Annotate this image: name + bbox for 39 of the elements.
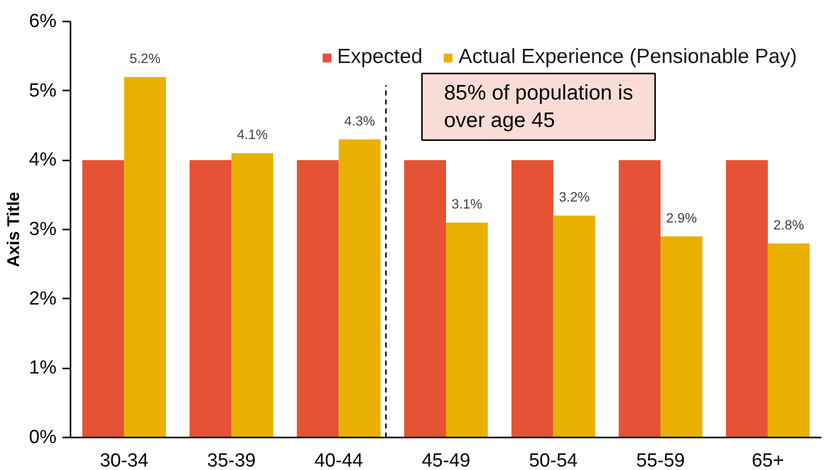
x-tick-label: 50-54 bbox=[528, 450, 578, 470]
bar bbox=[338, 139, 381, 438]
x-tick-label: 65+ bbox=[752, 450, 784, 470]
x-tick-label: 40-44 bbox=[314, 450, 364, 470]
bar bbox=[190, 160, 232, 438]
legend-label: Expected bbox=[337, 45, 423, 69]
bar bbox=[660, 236, 702, 438]
y-tick-label: 4% bbox=[29, 150, 57, 171]
x-tick-label: 55-59 bbox=[636, 450, 685, 470]
bar bbox=[618, 160, 661, 438]
bar bbox=[768, 243, 810, 438]
y-tick-label: 5% bbox=[29, 80, 57, 102]
y-tick-label: 0% bbox=[29, 427, 57, 448]
data-label: 2.8% bbox=[773, 217, 804, 232]
y-tick-label: 3% bbox=[29, 219, 57, 240]
y-tick-label: 1% bbox=[29, 358, 57, 379]
data-label: 5.2% bbox=[130, 50, 160, 66]
bar bbox=[124, 76, 166, 438]
bar bbox=[726, 160, 768, 438]
data-label: 2.9% bbox=[666, 210, 697, 226]
x-tick-label: 35-39 bbox=[207, 450, 256, 470]
x-tick-label: 30-34 bbox=[100, 450, 149, 470]
annotation: 85% of population is over age 45 bbox=[444, 82, 634, 132]
data-label: 3.1% bbox=[452, 196, 482, 212]
y-tick-label: 6% bbox=[29, 11, 57, 32]
data-label: 4.3% bbox=[344, 113, 376, 128]
bar bbox=[446, 222, 488, 438]
y-tick-label: 2% bbox=[29, 288, 57, 310]
legend-label: Actual Experience (Pensionable Pay) bbox=[458, 45, 797, 69]
bar bbox=[82, 160, 124, 438]
bar bbox=[296, 160, 339, 438]
bar bbox=[511, 160, 554, 438]
x-tick-label: 45-49 bbox=[422, 450, 470, 470]
bar bbox=[553, 216, 596, 438]
bar bbox=[404, 160, 446, 438]
data-label: 3.2% bbox=[558, 190, 590, 205]
y-axis-title: Axis Title bbox=[4, 192, 24, 268]
data-label: 4.1% bbox=[236, 127, 268, 142]
bar bbox=[231, 153, 274, 438]
